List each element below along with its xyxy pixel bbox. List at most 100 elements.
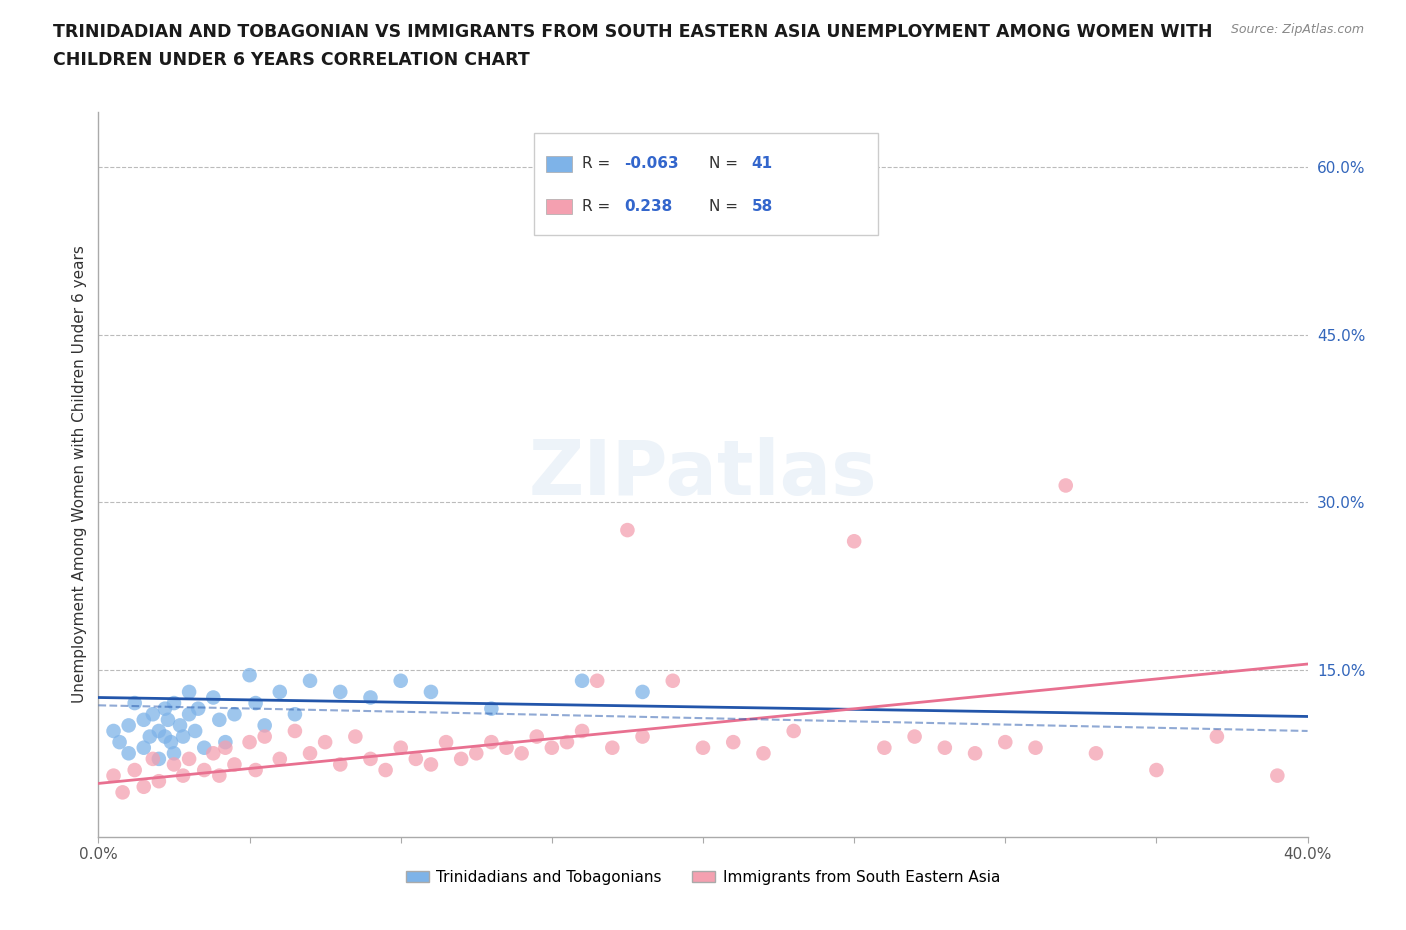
Point [495,740,517,755]
Point [405,751,427,766]
Text: R =: R = [582,199,620,214]
Text: N =: N = [709,156,742,171]
Point [299,673,322,688]
Point [163,746,186,761]
Point [360,690,382,705]
Point [202,690,225,705]
Point [179,751,201,766]
Point [1144,763,1167,777]
Point [142,707,165,722]
Point [208,768,231,783]
Point [994,735,1017,750]
Point [631,684,654,699]
Point [1085,746,1108,761]
Point [1054,478,1077,493]
Text: 58: 58 [751,199,773,214]
Point [148,751,170,766]
Point [187,701,209,716]
Point [269,751,291,766]
FancyBboxPatch shape [546,198,572,215]
Point [179,707,201,722]
Point [139,729,162,744]
Point [172,768,194,783]
Point [179,684,201,699]
Point [142,751,165,766]
Point [526,729,548,744]
Point [692,740,714,755]
Point [1024,740,1046,755]
Point [965,746,987,761]
Point [224,707,246,722]
Point [329,684,352,699]
Point [329,757,352,772]
Point [602,740,624,755]
Point [132,740,155,755]
Point [374,763,396,777]
Text: TRINIDADIAN AND TOBAGONIAN VS IMMIGRANTS FROM SOUTH EASTERN ASIA UNEMPLOYMENT AM: TRINIDADIAN AND TOBAGONIAN VS IMMIGRANTS… [53,23,1213,41]
Point [245,763,267,777]
Text: N =: N = [709,199,742,214]
Point [389,740,412,755]
Text: Source: ZipAtlas.com: Source: ZipAtlas.com [1230,23,1364,36]
Y-axis label: Unemployment Among Women with Children Under 6 years: Unemployment Among Women with Children U… [72,246,87,703]
Point [602,171,624,186]
Point [132,779,155,794]
Point [169,718,191,733]
Point [111,785,134,800]
Point [571,673,593,688]
Point [124,696,146,711]
Point [314,735,336,750]
Point [214,740,236,755]
Point [540,740,562,755]
Point [661,673,683,688]
Point [118,718,141,733]
Point [239,668,262,683]
Point [253,718,276,733]
Point [752,746,775,761]
Point [510,746,533,761]
Point [631,729,654,744]
Point [108,735,131,750]
Point [148,724,170,738]
Point [163,757,186,772]
Point [344,729,367,744]
FancyBboxPatch shape [534,133,879,235]
Point [571,724,593,738]
Point [450,751,472,766]
Point [160,735,183,750]
Point [163,696,186,711]
Point [873,740,896,755]
Point [253,729,276,744]
Point [148,774,170,789]
Point [555,735,578,750]
Point [193,740,215,755]
Point [844,534,866,549]
Point [172,729,194,744]
Point [284,707,307,722]
Point [269,684,291,699]
Text: -0.063: -0.063 [624,156,679,171]
Point [153,701,176,716]
Point [420,757,443,772]
Point [153,729,176,744]
Point [208,712,231,727]
Point [1206,729,1229,744]
Text: 41: 41 [751,156,772,171]
Text: ZIPatlas: ZIPatlas [529,437,877,512]
FancyBboxPatch shape [546,156,572,172]
Point [904,729,927,744]
Point [420,684,443,699]
Point [299,746,322,761]
Point [284,724,307,738]
Point [586,673,609,688]
Point [723,735,745,750]
Point [481,701,503,716]
Point [224,757,246,772]
Point [245,696,267,711]
Point [360,751,382,766]
Point [156,712,179,727]
Point [389,673,412,688]
Point [103,768,125,783]
Point [202,746,225,761]
Point [124,763,146,777]
